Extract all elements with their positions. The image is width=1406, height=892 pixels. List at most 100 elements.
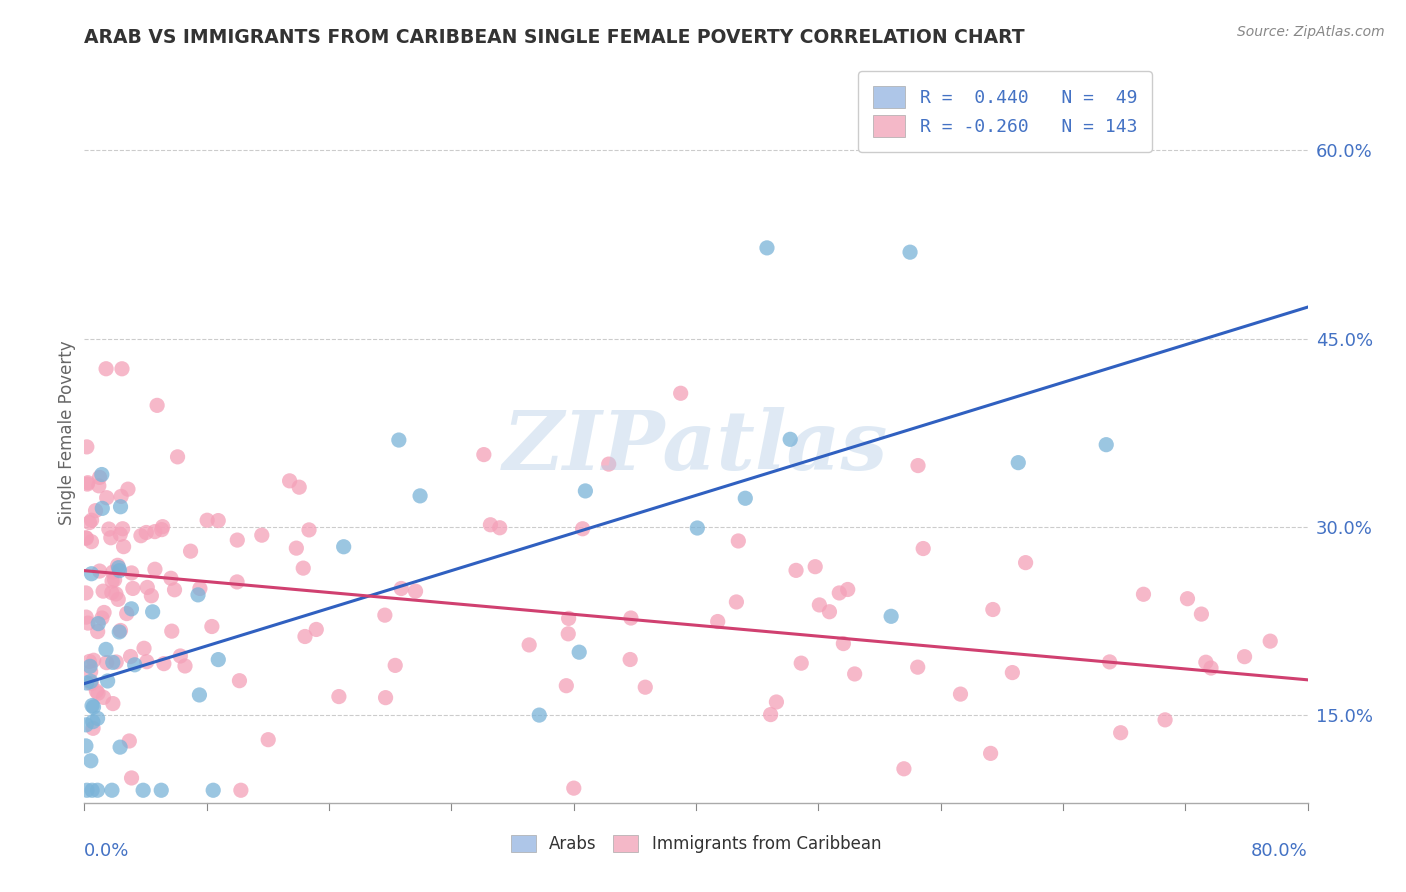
Point xyxy=(89,470,111,484)
Point xyxy=(87,479,110,493)
Point xyxy=(121,566,143,580)
Point xyxy=(80,674,103,689)
Point xyxy=(201,619,224,633)
Point xyxy=(75,531,97,545)
Point xyxy=(135,525,157,540)
Point xyxy=(80,698,103,713)
Point xyxy=(790,656,813,670)
Point xyxy=(195,513,218,527)
Point xyxy=(405,584,427,599)
Point xyxy=(278,474,301,488)
Point xyxy=(557,627,579,641)
Point xyxy=(120,649,142,664)
Point xyxy=(107,560,129,574)
Point xyxy=(76,676,98,690)
Point xyxy=(1098,655,1121,669)
Point xyxy=(101,585,124,599)
Point xyxy=(82,783,104,797)
Point xyxy=(1001,665,1024,680)
Point xyxy=(620,611,643,625)
Point xyxy=(104,573,127,587)
Point xyxy=(374,690,396,705)
Point xyxy=(207,652,229,666)
Point xyxy=(110,489,132,503)
Point xyxy=(226,574,249,589)
Y-axis label: Single Female Poverty: Single Female Poverty xyxy=(58,341,76,524)
Point xyxy=(759,707,782,722)
Point xyxy=(111,361,134,376)
Point xyxy=(82,714,104,729)
Point xyxy=(828,586,851,600)
Point xyxy=(384,658,406,673)
Point xyxy=(288,480,311,494)
Point xyxy=(80,566,103,581)
Point xyxy=(86,684,108,698)
Point xyxy=(121,771,143,785)
Point xyxy=(110,500,132,514)
Point xyxy=(517,638,540,652)
Point xyxy=(94,642,117,657)
Point xyxy=(332,540,354,554)
Point xyxy=(143,524,166,539)
Point xyxy=(634,680,657,694)
Legend: Arabs, Immigrants from Caribbean: Arabs, Immigrants from Caribbean xyxy=(502,826,890,861)
Point xyxy=(142,605,165,619)
Point xyxy=(121,582,143,596)
Point xyxy=(1109,725,1132,739)
Point xyxy=(472,448,495,462)
Point xyxy=(907,458,929,473)
Point xyxy=(75,610,97,624)
Point xyxy=(844,667,866,681)
Point xyxy=(111,522,134,536)
Point xyxy=(75,531,97,545)
Point xyxy=(124,657,146,672)
Point xyxy=(804,559,827,574)
Point xyxy=(118,734,141,748)
Point xyxy=(305,623,328,637)
Point xyxy=(188,582,211,596)
Point xyxy=(479,517,502,532)
Point xyxy=(1233,649,1256,664)
Point xyxy=(86,624,108,639)
Point xyxy=(1095,438,1118,452)
Text: Source: ZipAtlas.com: Source: ZipAtlas.com xyxy=(1237,25,1385,39)
Point xyxy=(141,589,163,603)
Point xyxy=(108,624,131,639)
Point xyxy=(79,665,101,679)
Point xyxy=(893,762,915,776)
Point xyxy=(117,482,139,496)
Point xyxy=(734,491,756,506)
Point xyxy=(100,531,122,545)
Point xyxy=(598,457,620,471)
Point xyxy=(160,624,183,639)
Point xyxy=(96,491,118,505)
Point xyxy=(1177,591,1199,606)
Point xyxy=(727,533,749,548)
Point xyxy=(374,608,396,623)
Point xyxy=(1258,634,1281,648)
Point xyxy=(765,695,787,709)
Point xyxy=(166,450,188,464)
Point xyxy=(89,564,111,578)
Point xyxy=(229,783,252,797)
Point xyxy=(169,648,191,663)
Point xyxy=(228,673,250,688)
Point xyxy=(298,523,321,537)
Point xyxy=(706,615,728,629)
Text: ZIPatlas: ZIPatlas xyxy=(503,408,889,487)
Point xyxy=(76,783,98,797)
Point xyxy=(555,679,578,693)
Point xyxy=(97,673,120,688)
Point xyxy=(79,516,101,530)
Point xyxy=(153,657,176,671)
Point xyxy=(907,660,929,674)
Point xyxy=(112,540,135,554)
Point xyxy=(571,522,593,536)
Point xyxy=(250,528,273,542)
Point xyxy=(115,607,138,621)
Point xyxy=(132,641,155,656)
Point xyxy=(87,616,110,631)
Point xyxy=(75,739,97,753)
Point xyxy=(86,783,108,797)
Point xyxy=(93,606,115,620)
